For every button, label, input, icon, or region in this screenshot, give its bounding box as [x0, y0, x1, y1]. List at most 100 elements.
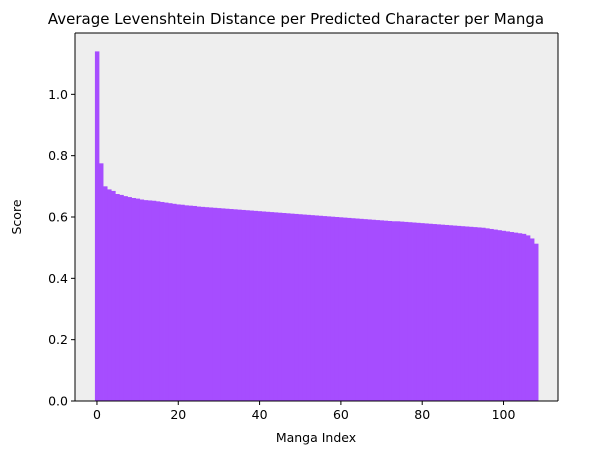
bar — [456, 225, 462, 401]
bar — [432, 224, 437, 401]
bar — [387, 220, 393, 401]
bar — [294, 213, 299, 401]
bar — [460, 226, 466, 401]
bar — [477, 227, 482, 401]
bar — [147, 200, 153, 401]
bar — [253, 210, 258, 401]
bar — [265, 211, 271, 401]
bar — [464, 226, 470, 401]
bar — [412, 222, 417, 401]
bar — [237, 209, 242, 401]
bar — [489, 228, 494, 401]
bar — [391, 221, 397, 401]
y-tick-label: 1.0 — [48, 87, 68, 102]
bar — [164, 202, 169, 401]
bar — [485, 228, 490, 401]
bar — [184, 205, 189, 401]
bar — [379, 220, 384, 401]
bar — [273, 212, 279, 401]
bar — [298, 214, 303, 401]
bar — [517, 233, 523, 401]
bar — [172, 203, 177, 401]
bar — [493, 229, 498, 401]
bar — [448, 225, 454, 401]
bar — [521, 233, 527, 401]
bar — [534, 243, 539, 401]
y-tick-label: 0.2 — [48, 332, 68, 347]
bar — [355, 218, 360, 401]
bar — [371, 219, 376, 401]
bar — [107, 189, 112, 401]
bar — [525, 235, 531, 401]
bar — [468, 226, 474, 401]
bar — [428, 223, 433, 401]
bar — [103, 186, 108, 401]
bar — [188, 205, 193, 401]
bar — [310, 215, 315, 401]
bar — [151, 200, 157, 401]
bar — [383, 220, 389, 401]
bar — [416, 222, 421, 401]
bar — [318, 215, 323, 401]
bar — [249, 210, 254, 401]
bar — [119, 194, 124, 401]
bar — [286, 213, 291, 401]
bar — [233, 209, 238, 401]
bar — [98, 163, 104, 401]
bar — [420, 223, 425, 401]
x-tick-label: 80 — [414, 407, 430, 422]
y-tick-label: 0.6 — [48, 210, 68, 225]
bar — [322, 216, 328, 401]
bar — [94, 51, 100, 402]
bar — [281, 213, 287, 401]
bar — [436, 224, 441, 401]
bar — [245, 210, 250, 401]
bar — [180, 204, 185, 401]
y-tick-label: 0.4 — [48, 271, 68, 286]
bar — [501, 230, 506, 401]
bar — [367, 219, 372, 401]
bar — [139, 199, 145, 401]
bar — [306, 214, 311, 401]
bar — [363, 219, 368, 401]
bar — [135, 198, 141, 401]
bar — [196, 206, 202, 401]
bar — [204, 207, 210, 401]
bar — [314, 215, 319, 401]
bar — [192, 205, 197, 401]
bar — [111, 190, 116, 401]
bar — [115, 194, 120, 401]
x-tick-label: 20 — [170, 407, 186, 422]
bar — [176, 204, 181, 401]
x-tick-label: 40 — [252, 407, 268, 422]
bar — [269, 212, 275, 401]
bar — [529, 238, 535, 401]
bar — [168, 203, 173, 401]
bar — [131, 197, 136, 401]
bar — [395, 221, 401, 401]
bar — [342, 217, 348, 401]
bar — [375, 220, 380, 401]
bar — [399, 221, 405, 401]
bar — [509, 232, 515, 401]
bar — [241, 209, 246, 401]
bar — [220, 208, 226, 401]
bar — [403, 221, 409, 401]
x-tick-label: 0 — [93, 407, 101, 422]
bar — [497, 230, 502, 401]
bar — [123, 196, 128, 401]
bar — [359, 218, 364, 401]
bar — [290, 213, 295, 401]
bar — [127, 197, 132, 401]
bar — [452, 225, 458, 401]
bar — [229, 209, 234, 401]
bar — [444, 224, 450, 401]
bar — [440, 224, 445, 401]
y-tick-label: 0.0 — [48, 394, 68, 409]
x-axis-label: Manga Index — [276, 430, 356, 445]
bar — [155, 201, 161, 401]
chart-title: Average Levenshtein Distance per Predict… — [48, 10, 544, 28]
y-axis-label: Score — [9, 199, 24, 234]
bar — [330, 216, 336, 401]
